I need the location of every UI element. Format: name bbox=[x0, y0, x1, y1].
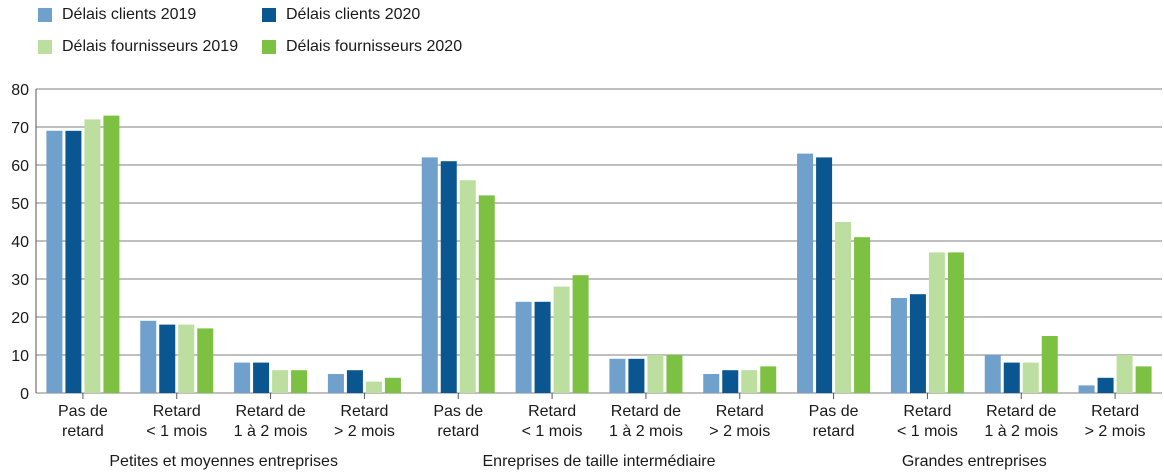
legend-item-fournisseurs-2019: Délais fournisseurs 2019 bbox=[38, 38, 238, 56]
bar bbox=[835, 222, 852, 393]
legend-swatch bbox=[38, 8, 52, 22]
bar bbox=[666, 355, 683, 393]
y-tick-label: 60 bbox=[11, 158, 29, 175]
x-tick-label: Retard bbox=[1091, 403, 1139, 420]
bar bbox=[459, 180, 476, 393]
bar bbox=[291, 370, 308, 393]
bar bbox=[46, 130, 63, 394]
x-tick-label: 1 à 2 mois bbox=[609, 423, 683, 440]
bar bbox=[178, 324, 195, 393]
legend-label: Délais clients 2020 bbox=[286, 6, 421, 23]
bar bbox=[84, 119, 101, 394]
x-tick-label: Pas de bbox=[809, 403, 859, 420]
bar bbox=[1097, 377, 1114, 393]
bar bbox=[478, 195, 495, 393]
y-tick-label: 30 bbox=[11, 272, 29, 289]
bar bbox=[1003, 362, 1020, 393]
x-tick-label: > 2 mois bbox=[709, 423, 770, 440]
x-tick-label: > 2 mois bbox=[1085, 423, 1146, 440]
y-tick-label: 70 bbox=[11, 120, 29, 137]
x-tick-label: Retard de bbox=[611, 403, 681, 420]
x-tick-label: retard bbox=[813, 423, 855, 440]
bar bbox=[234, 362, 251, 393]
bar bbox=[609, 358, 626, 393]
legend-item-clients-2019: Délais clients 2019 bbox=[38, 6, 196, 24]
x-tick-label: Retard de bbox=[235, 403, 305, 420]
legend-swatch bbox=[38, 40, 52, 54]
bar bbox=[703, 374, 720, 393]
legend-swatch bbox=[262, 40, 276, 54]
bar bbox=[1041, 336, 1058, 393]
x-tick-label: 1 à 2 mois bbox=[984, 423, 1058, 440]
y-tick-label: 50 bbox=[11, 196, 29, 213]
bar bbox=[816, 157, 833, 393]
x-tick-label: Retard de bbox=[986, 403, 1056, 420]
x-tick-label: < 1 mois bbox=[897, 423, 958, 440]
bar bbox=[159, 324, 176, 393]
bar bbox=[984, 355, 1001, 393]
bar bbox=[647, 355, 664, 393]
bar bbox=[572, 275, 589, 393]
group-label: Petites et moyennes entreprises bbox=[109, 453, 338, 470]
legend-item-fournisseurs-2020: Délais fournisseurs 2020 bbox=[262, 38, 462, 56]
x-tick-label: < 1 mois bbox=[522, 423, 583, 440]
bar bbox=[1078, 385, 1095, 393]
bar bbox=[760, 366, 777, 393]
x-tick-label: Pas de bbox=[433, 403, 483, 420]
legend-label: Délais fournisseurs 2020 bbox=[286, 38, 463, 55]
legend-label: Délais fournisseurs 2019 bbox=[62, 38, 239, 55]
bar bbox=[440, 161, 457, 393]
x-tick-label: retard bbox=[62, 423, 104, 440]
bar bbox=[741, 370, 758, 393]
x-tick-label: Retard bbox=[340, 403, 388, 420]
y-tick-label: 10 bbox=[11, 348, 29, 365]
x-tick-label: < 1 mois bbox=[146, 423, 207, 440]
bar bbox=[628, 358, 645, 393]
bar bbox=[947, 252, 964, 393]
bar bbox=[140, 320, 157, 393]
bar bbox=[103, 115, 120, 393]
bar bbox=[1116, 355, 1133, 393]
y-tick-label: 80 bbox=[11, 82, 29, 99]
y-tick-label: 0 bbox=[20, 386, 29, 403]
legend-swatch bbox=[262, 8, 276, 22]
x-tick-label: retard bbox=[437, 423, 479, 440]
bar bbox=[854, 237, 871, 393]
bar bbox=[890, 298, 907, 393]
y-tick-label: 40 bbox=[11, 234, 29, 251]
bar bbox=[1022, 362, 1039, 393]
bar bbox=[365, 381, 382, 393]
bar bbox=[327, 374, 344, 393]
bar bbox=[928, 252, 945, 393]
x-tick-label: Retard bbox=[528, 403, 576, 420]
bar bbox=[272, 370, 289, 393]
chart-legend: Délais clients 2019 Délais clients 2020 … bbox=[0, 0, 600, 70]
bar bbox=[253, 362, 270, 393]
bar bbox=[65, 130, 82, 394]
bar bbox=[384, 377, 401, 393]
group-label: Grandes entreprises bbox=[902, 453, 1047, 470]
legend-label: Délais clients 2019 bbox=[62, 6, 197, 23]
bar bbox=[1135, 366, 1152, 393]
bar bbox=[197, 328, 214, 393]
bar bbox=[421, 157, 438, 393]
x-tick-label: Retard bbox=[903, 403, 951, 420]
bar bbox=[722, 370, 739, 393]
x-tick-label: Retard bbox=[716, 403, 764, 420]
bar bbox=[909, 294, 926, 393]
bar bbox=[534, 301, 551, 393]
bar bbox=[797, 153, 814, 393]
x-tick-label: Retard bbox=[153, 403, 201, 420]
y-tick-label: 20 bbox=[11, 310, 29, 327]
bar bbox=[515, 301, 532, 393]
x-tick-label: > 2 mois bbox=[334, 423, 395, 440]
group-label: Enreprises de taille intermédiaire bbox=[483, 453, 716, 470]
x-tick-label: 1 à 2 mois bbox=[234, 423, 308, 440]
bar bbox=[553, 286, 570, 393]
x-tick-label: Pas de bbox=[58, 403, 108, 420]
legend-item-clients-2020: Délais clients 2020 bbox=[262, 6, 420, 24]
bar bbox=[346, 370, 363, 393]
